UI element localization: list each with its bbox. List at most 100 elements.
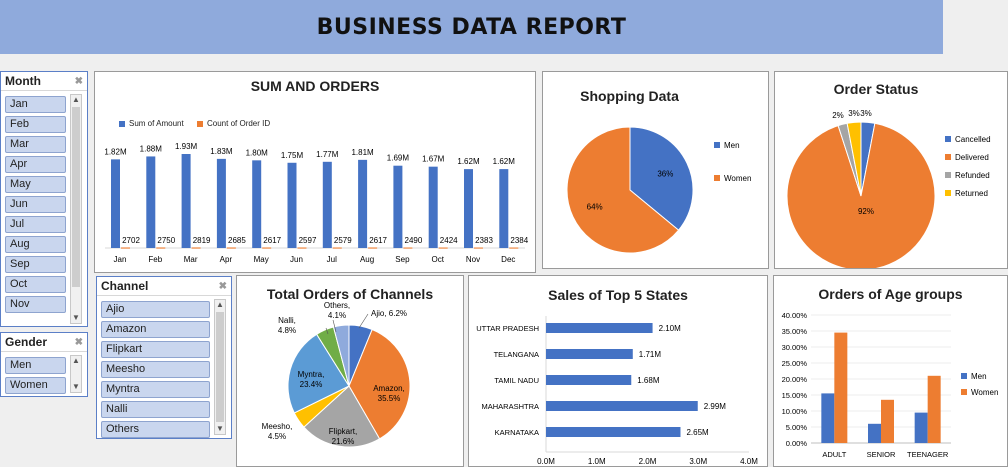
pie-slice-others: [332, 324, 350, 387]
data-label-count: 2424: [440, 236, 458, 245]
data-label-amount: 1.83M: [210, 147, 233, 156]
bar-women: [834, 332, 848, 443]
y-tick-label: TAMIL NADU: [494, 376, 539, 385]
legend-label: Count of Order ID: [207, 119, 271, 128]
slicer-item-meesho[interactable]: Meesho: [101, 361, 210, 378]
channels-panel: Total Orders of Channels Ajio, 6.2% Amazo…: [236, 275, 464, 467]
slicer-item-apr[interactable]: Apr: [5, 156, 66, 173]
legend-swatch: [945, 190, 951, 196]
leader-line: [332, 319, 337, 333]
y-tick-label: 0.00%: [786, 439, 808, 448]
bar-order-count: [474, 247, 483, 249]
y-tick-label: 30.00%: [782, 343, 808, 352]
slicer-item-oct[interactable]: Oct: [5, 276, 66, 293]
data-label: 3%: [860, 109, 872, 118]
bar-sum-amount: [181, 154, 191, 248]
slicer-item-women[interactable]: Women: [5, 377, 66, 394]
slicer-item-feb[interactable]: Feb: [5, 116, 66, 133]
bar-sum-amount: [358, 159, 368, 248]
channel-slicer: Channel ✖ Ajio Amazon Flipkart Meesho Myntra…: [96, 276, 232, 439]
slicer-item-others[interactable]: Others: [101, 421, 210, 438]
data-label-others: Others, 4.1%: [324, 301, 350, 320]
data-label: 2.10M: [659, 324, 682, 333]
slicer-item-ajio[interactable]: Ajio: [101, 301, 210, 318]
data-label: 1.71M: [639, 350, 662, 359]
channel-slicer-header: Channel ✖: [97, 277, 231, 296]
month-slicer-scrollbar[interactable]: ▲ ▼: [70, 94, 82, 324]
x-tick-label: Apr: [220, 255, 233, 264]
clear-filter-icon[interactable]: ✖: [218, 280, 227, 292]
slicer-item-may[interactable]: May: [5, 176, 66, 193]
data-label-count: 2384: [510, 236, 528, 245]
slicer-item-sep[interactable]: Sep: [5, 256, 66, 273]
data-label: 3%: [848, 109, 860, 118]
x-tick-label: 4.0M: [740, 457, 758, 466]
scroll-up-icon[interactable]: ▲: [72, 95, 80, 104]
channel-slicer-scrollbar[interactable]: ▲ ▼: [214, 299, 226, 435]
states-panel: Sales of Top 5 States 0.0M 1.0M 2.0M 3.0M 4.…: [468, 275, 768, 467]
data-label-amount: 1.67M: [422, 155, 445, 164]
slicer-item-nalli[interactable]: Nalli: [101, 401, 210, 418]
scrollbar-thumb[interactable]: [72, 107, 80, 287]
scroll-up-icon[interactable]: ▲: [216, 300, 224, 309]
pie-slice-returned: [846, 121, 862, 197]
month-slicer-header: Month ✖: [1, 72, 87, 91]
scroll-down-icon[interactable]: ▼: [72, 313, 80, 322]
legend-label: Women: [971, 388, 998, 397]
clear-filter-icon[interactable]: ✖: [74, 75, 83, 87]
scroll-down-icon[interactable]: ▼: [72, 382, 80, 391]
x-tick-label: Oct: [431, 255, 444, 264]
clear-filter-icon[interactable]: ✖: [74, 336, 83, 348]
scroll-up-icon[interactable]: ▲: [72, 356, 80, 365]
gender-slicer-title: Gender: [5, 335, 48, 349]
gender-slicer-scrollbar[interactable]: ▲ ▼: [70, 355, 82, 393]
bar-sum-amount: [111, 159, 120, 248]
x-tick-label: Jul: [327, 255, 337, 264]
data-label-amount: 1.69M: [387, 154, 410, 163]
bar-order-count: [297, 247, 307, 249]
age-groups-chart: 0.00% 5.00% 10.00% 15.00% 20.00% 25.00% 30.00%…: [782, 311, 999, 459]
data-label-amount: 1.75M: [281, 151, 304, 160]
data-label-count: 2702: [122, 236, 140, 245]
x-tick-label: Jan: [114, 255, 127, 264]
data-label-count: 2617: [263, 236, 281, 245]
x-tick-label: Feb: [148, 255, 162, 264]
data-label: 2%: [832, 111, 844, 120]
order-status-panel: Order Status 3% 92% 2% 3% Cancelled Delivered…: [774, 71, 1008, 269]
legend-order-count: Count of Order ID: [197, 119, 270, 128]
age-groups-panel: Orders of Age groups 0.00% 5.00% 10.00% 15.…: [773, 275, 1008, 467]
y-tick-label: UTTAR PRADESH: [476, 324, 539, 333]
legend-label: Returned: [955, 189, 988, 198]
shopping-data-panel: Shopping Data 36% 64% Men Women: [542, 71, 769, 269]
scrollbar-thumb[interactable]: [216, 312, 224, 422]
bar-sum-amount: [322, 161, 332, 248]
data-label-myntra: Myntra, 23.4%: [298, 370, 325, 389]
legend-swatch: [714, 175, 720, 181]
x-tick-label: ADULT: [822, 450, 846, 459]
slicer-item-jan[interactable]: Jan: [5, 96, 66, 113]
bar-men: [868, 423, 881, 443]
y-tick-label: TELANGANA: [494, 350, 539, 359]
slicer-item-nov[interactable]: Nov: [5, 296, 66, 313]
slicer-item-jun[interactable]: Jun: [5, 196, 66, 213]
pie-slice-men: [629, 126, 694, 231]
legend-swatch: [714, 142, 720, 148]
slicer-item-men[interactable]: Men: [5, 357, 66, 374]
data-label-amazon: Amazon, 35.5%: [373, 384, 405, 403]
data-label: 92%: [858, 207, 874, 216]
slicer-item-jul[interactable]: Jul: [5, 216, 66, 233]
slicer-item-aug[interactable]: Aug: [5, 236, 66, 253]
scroll-down-icon[interactable]: ▼: [216, 424, 224, 433]
x-tick-label: 1.0M: [588, 457, 606, 466]
x-tick-label: Sep: [395, 255, 410, 264]
slicer-item-flipkart[interactable]: Flipkart: [101, 341, 210, 358]
slicer-item-myntra[interactable]: Myntra: [101, 381, 210, 398]
data-label-count: 2819: [193, 236, 211, 245]
bar-order-count: [226, 247, 236, 249]
slicer-item-amazon[interactable]: Amazon: [101, 321, 210, 338]
slicer-item-mar[interactable]: Mar: [5, 136, 66, 153]
x-tick-label: Dec: [501, 255, 515, 264]
legend-swatch: [961, 389, 967, 395]
bar-state: [546, 427, 681, 437]
bar-order-count: [509, 247, 519, 249]
